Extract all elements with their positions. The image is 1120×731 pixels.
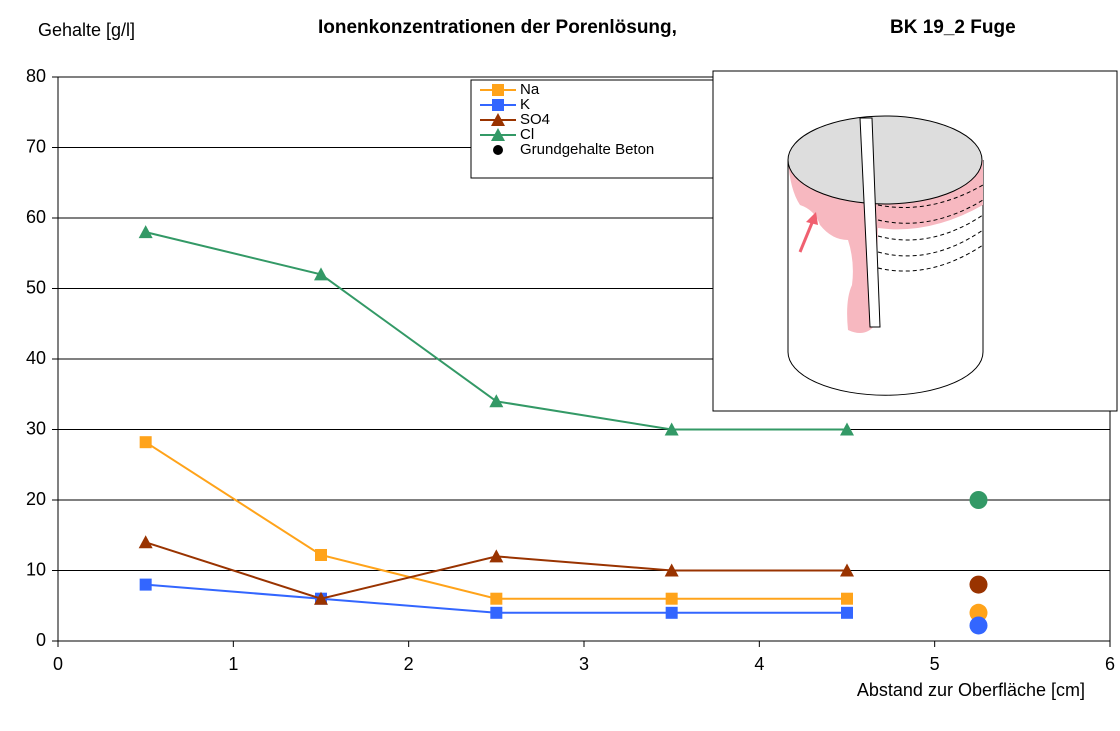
arrow — [798, 217, 816, 253]
marker — [138, 225, 153, 239]
inset — [712, 70, 1118, 412]
legend-marker — [492, 84, 504, 96]
sample-layers — [877, 184, 984, 272]
legend-box — [470, 79, 719, 179]
marker — [139, 436, 152, 449]
x-tick-label: 4 — [754, 654, 764, 674]
penetration-zone — [788, 160, 983, 334]
marker — [314, 591, 328, 605]
marker — [664, 563, 679, 577]
legend-marker — [491, 113, 505, 126]
y-tick-label: 20 — [26, 489, 46, 509]
legend-marker — [493, 145, 503, 155]
marker — [665, 606, 678, 619]
base-point — [969, 616, 988, 635]
chart-subtitle: BK 19_2 Fuge — [890, 17, 1016, 38]
marker — [664, 422, 679, 436]
y-tick-label: 0 — [36, 630, 46, 650]
marker — [841, 606, 853, 619]
legend-label: Grundgehalte Beton — [520, 141, 654, 158]
marker — [138, 535, 153, 549]
y-tick-label: 10 — [26, 559, 46, 579]
legend-label: Na — [520, 81, 540, 98]
base-point — [969, 491, 988, 509]
y-axis-label: Gehalte [g/l] — [38, 20, 135, 40]
marker — [315, 548, 327, 561]
arrow-head — [806, 212, 818, 225]
marker — [840, 563, 854, 577]
legend-marker — [491, 128, 505, 141]
legend-label: Cl — [520, 126, 534, 143]
x-tick-label: 1 — [228, 654, 238, 674]
marker — [840, 422, 854, 436]
x-tick-label: 6 — [1105, 654, 1115, 674]
marker — [841, 592, 853, 605]
x-axis-label: Abstand zur Oberfläche [cm] — [857, 680, 1085, 700]
marker — [489, 549, 504, 563]
x-tick-label: 5 — [930, 654, 940, 674]
marks — [138, 225, 988, 635]
marker — [314, 267, 328, 281]
legend-label: SO4 — [520, 111, 550, 128]
legend-label: K — [520, 96, 530, 113]
x-tick-label: 0 — [53, 654, 63, 674]
y-tick-label: 60 — [26, 207, 46, 227]
y-tick-label: 40 — [26, 348, 46, 368]
y-tick-label: 80 — [26, 66, 46, 86]
y-tick-label: 30 — [26, 418, 46, 438]
marker — [665, 592, 678, 605]
base-point — [969, 603, 988, 622]
y-tick-label: 70 — [26, 136, 46, 156]
y-tick-label: 50 — [26, 277, 46, 297]
x-tick-label: 2 — [404, 654, 414, 674]
legend-marker — [492, 99, 504, 111]
marker — [489, 394, 504, 408]
chart-title: Ionenkonzentrationen der Porenlösung, — [318, 17, 677, 38]
cylinder-top — [787, 115, 983, 205]
base-point — [969, 575, 988, 594]
slot — [859, 117, 881, 328]
marker — [139, 578, 152, 591]
marker — [490, 592, 503, 605]
marker — [490, 606, 503, 619]
x-tick-label: 3 — [579, 654, 589, 674]
